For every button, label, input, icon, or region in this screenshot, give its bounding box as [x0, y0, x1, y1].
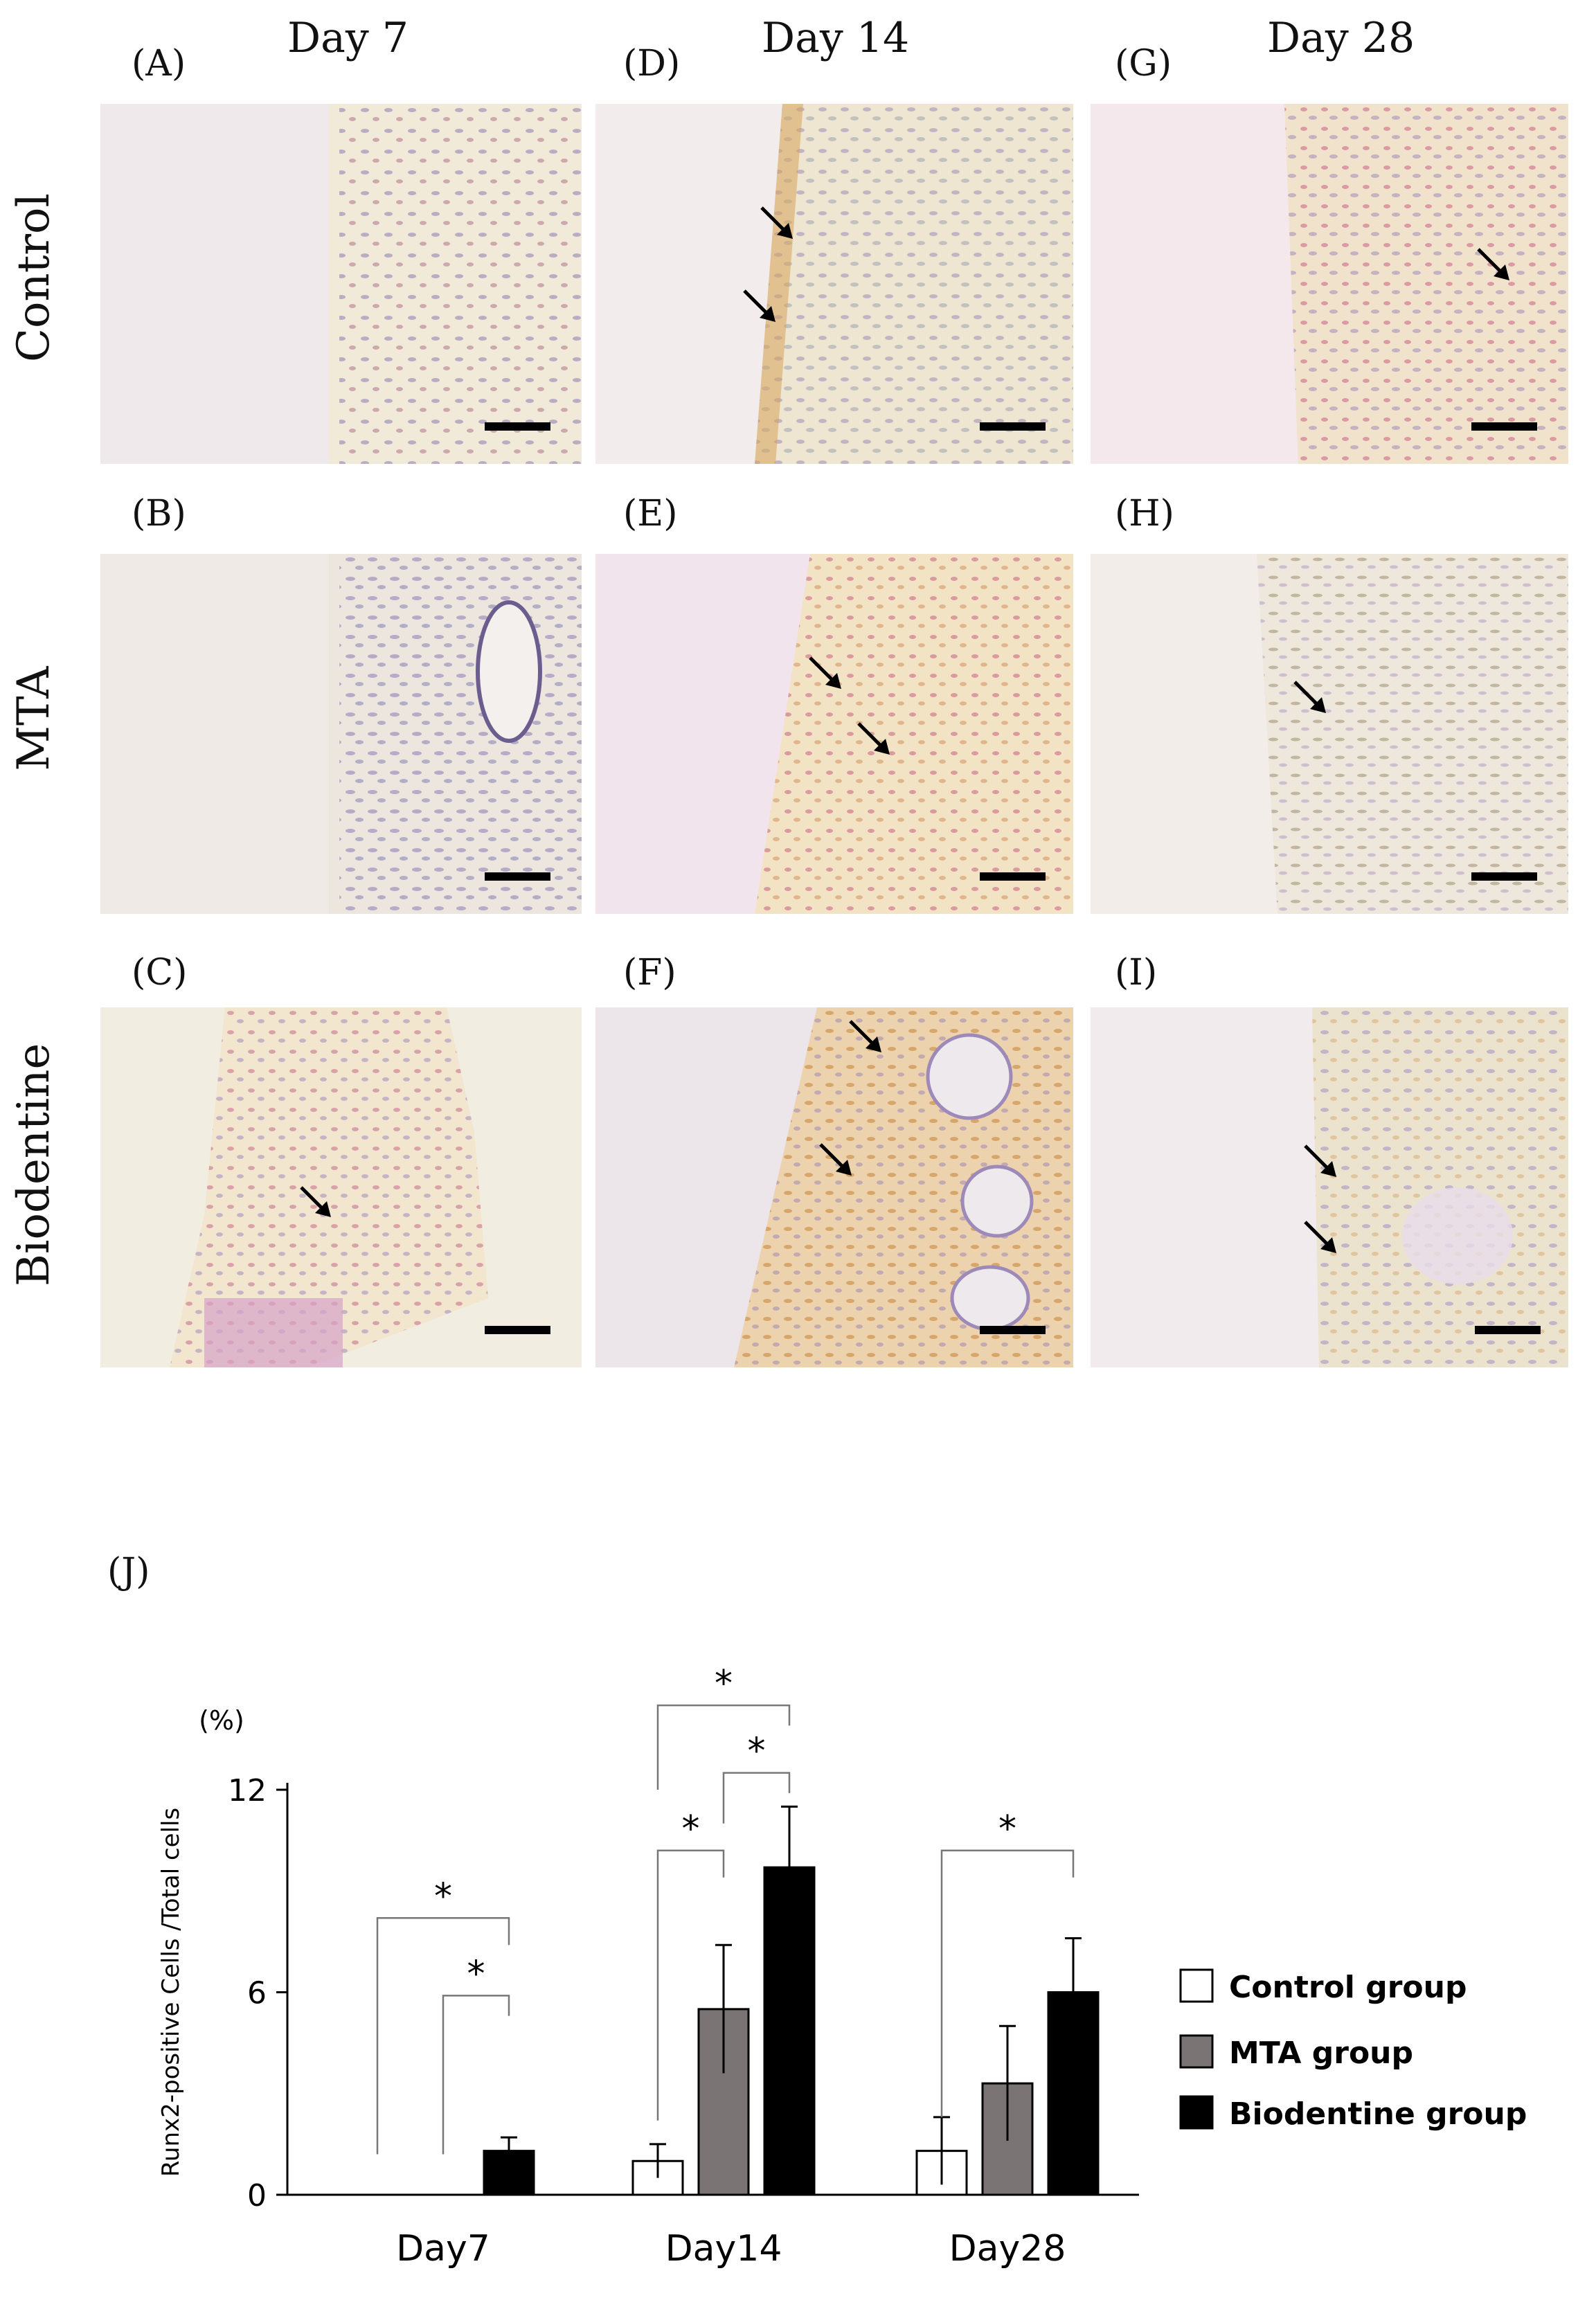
legend-swatch-2: [1179, 2095, 1214, 2130]
micrograph-c: [100, 1007, 582, 1367]
micrograph-d: [595, 104, 1073, 464]
micrograph-h: [1091, 554, 1568, 914]
legend-label-0: Control group: [1229, 1970, 1467, 2005]
column-title-day14: Day 14: [762, 14, 910, 62]
significance-star-0: *: [434, 1876, 452, 1917]
micrograph-i: [1091, 1007, 1568, 1367]
chart-label-j: (J): [107, 1551, 150, 1592]
column-title-day28: Day 28: [1267, 14, 1415, 62]
micrograph-f: [595, 1007, 1073, 1367]
y-unit-label: (%): [199, 1705, 244, 1736]
significance-star-2: *: [682, 1808, 700, 1850]
significance-bracket-2: [656, 1849, 725, 2121]
row-title-mta: MTA: [8, 666, 60, 771]
row-title-control: Control: [8, 192, 60, 362]
y-axis-title: Runx2-positive Cells /Total cells: [157, 1808, 185, 2177]
chart-tick-labels: 0 6 12 (%) Runx2-positive Cells /Total cells…: [157, 1705, 1066, 2270]
micrograph-e: [595, 554, 1073, 914]
significance-star-4: *: [748, 1731, 766, 1772]
y-tick-label: 12: [228, 1773, 267, 1808]
significance-bracket-1: [442, 1995, 510, 2155]
legend-swatch-0: [1179, 1968, 1214, 2003]
chart-error-bars: [501, 1805, 1082, 2185]
chart-legend: Control group MTA group Biodentine group: [1179, 1968, 1527, 2132]
legend-label-1: MTA group: [1229, 2036, 1413, 2071]
micrograph-a: [100, 104, 582, 464]
x-tick-label-1: Day14: [665, 2228, 782, 2270]
significance-star-1: *: [467, 1953, 485, 1995]
panel-label-c: (C): [132, 952, 188, 994]
legend-label-2: Biodentine group: [1229, 2096, 1527, 2132]
bar-chart: * * * * * * 0 6 12 (%) Runx2-positive Cells /Tota…: [157, 1663, 1527, 2270]
significance-bracket-3: [656, 1704, 791, 1790]
micrograph-b: [100, 554, 582, 914]
significance-star-3: *: [715, 1663, 733, 1705]
significance-bracket-5: [940, 1849, 1075, 2117]
panel-label-e: (E): [623, 493, 678, 534]
panel-label-f: (F): [623, 952, 676, 994]
panel-label-a: (A): [132, 43, 186, 84]
panel-label-b: (B): [132, 493, 186, 534]
x-tick-label-0: Day7: [396, 2228, 490, 2270]
chart-significance: * * * * * *: [376, 1663, 1075, 2155]
significance-bracket-4: [722, 1772, 791, 1824]
row-title-biodentine: Biodentine: [8, 1043, 60, 1286]
micrograph-g: [1091, 104, 1568, 464]
y-tick-label: 6: [247, 1976, 267, 2011]
significance-bracket-0: [376, 1917, 510, 2155]
x-tick-label-2: Day28: [949, 2228, 1066, 2270]
panel-label-d: (D): [623, 43, 681, 84]
y-tick-label: 0: [247, 2178, 267, 2213]
panel-label-h: (H): [1115, 493, 1174, 534]
significance-star-5: *: [998, 1808, 1016, 1850]
column-title-day7: Day 7: [287, 14, 409, 62]
panel-label-g: (G): [1115, 43, 1172, 84]
chart-bars: [483, 1866, 1100, 2196]
panel-label-i: (I): [1115, 952, 1158, 994]
legend-swatch-1: [1179, 2034, 1214, 2069]
